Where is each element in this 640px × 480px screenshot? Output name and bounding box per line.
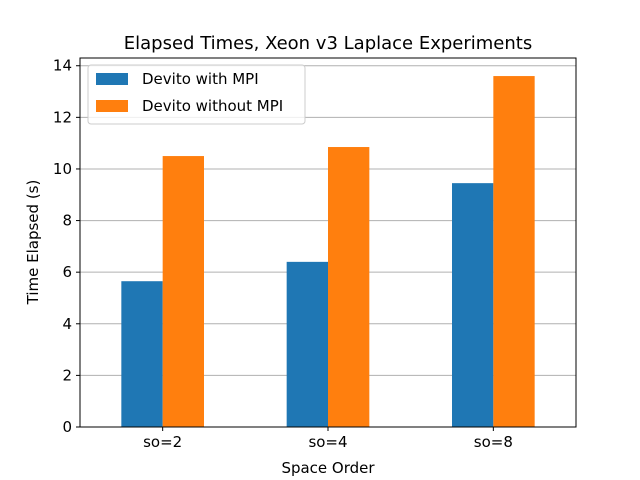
bar-with-mpi-so4 [286, 261, 328, 427]
bar-without-mpi-so4 [328, 147, 370, 427]
bar-without-mpi-so8 [493, 76, 535, 428]
y-tick-label: 8 [62, 212, 72, 230]
bar-without-mpi-so2 [162, 156, 204, 427]
legend-swatch-without-mpi [96, 100, 128, 112]
legend-swatch-with-mpi [96, 73, 128, 85]
y-tick-label: 10 [53, 160, 72, 178]
y-tick-label: 4 [62, 315, 72, 333]
legend: Devito with MPI Devito without MPI [87, 64, 306, 125]
chart-title: Elapsed Times, Xeon v3 Laplace Experimen… [124, 33, 532, 54]
x-tick-label: so=8 [474, 433, 513, 451]
legend-label-without-mpi: Devito without MPI [142, 97, 283, 115]
y-tick-label: 0 [62, 418, 72, 436]
x-tick-label: so=4 [308, 433, 347, 451]
bar-with-mpi-so2 [121, 281, 163, 427]
y-tick-label: 6 [62, 263, 72, 281]
legend-label-with-mpi: Devito with MPI [142, 70, 259, 88]
y-tick-label: 14 [53, 57, 72, 75]
legend-box [87, 64, 306, 125]
x-axis-label: Space Order [281, 459, 375, 477]
y-axis-label: Time Elapsed (s) [24, 180, 42, 306]
y-axis-ticks: 0 2 4 6 8 10 12 14 [53, 57, 80, 436]
bars [121, 76, 535, 428]
x-axis-ticks: so=2 so=4 so=8 [143, 427, 513, 451]
y-tick-label: 12 [53, 108, 72, 126]
y-tick-label: 2 [62, 366, 72, 384]
bar-with-mpi-so8 [452, 183, 494, 427]
x-tick-label: so=2 [143, 433, 182, 451]
